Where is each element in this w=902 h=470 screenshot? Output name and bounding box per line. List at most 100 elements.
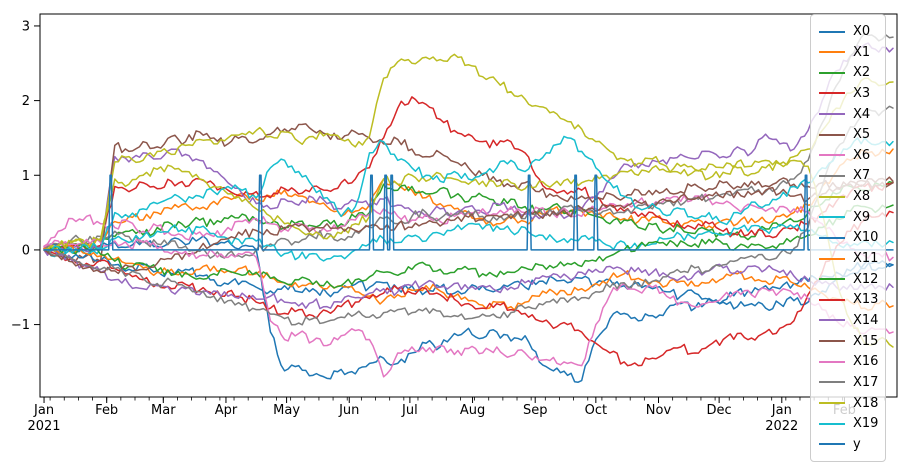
legend-item: X10 (819, 228, 879, 247)
legend-item: X14 (819, 311, 879, 330)
legend-item: X15 (819, 332, 879, 351)
x-tick-label: Jan (771, 403, 792, 418)
y-tick-label: 2 (22, 94, 30, 109)
y-tick-label: −1 (11, 318, 30, 333)
legend-label: X19 (853, 416, 879, 432)
x-tick-label: Nov (646, 403, 672, 418)
series-line-X18 (43, 53, 894, 348)
x-tick-label: Sep (523, 403, 548, 418)
legend-item: X1 (819, 43, 877, 62)
legend-item: X6 (819, 146, 877, 165)
legend-item: X2 (819, 63, 877, 82)
series-line-X5 (43, 123, 894, 264)
legend-line-sample (819, 443, 845, 446)
y-tick-label: 1 (22, 169, 30, 184)
x-tick-label: Aug (460, 403, 485, 418)
legend-label: y (853, 436, 861, 452)
y-tick-label: 0 (22, 243, 30, 258)
series-line-X3 (43, 96, 894, 254)
legend-label: X13 (853, 292, 879, 308)
series-line-X15 (43, 179, 894, 275)
legend-line-sample (819, 133, 845, 136)
legend-line-sample (819, 216, 845, 219)
legend-item: X17 (819, 373, 879, 392)
legend-label: X10 (853, 230, 879, 246)
legend-label: X18 (853, 395, 879, 411)
legend-line-sample (819, 71, 845, 74)
legend-line-sample (819, 298, 845, 301)
legend-label: X15 (853, 333, 879, 349)
series-line-X16 (43, 238, 894, 378)
x-tick-year-label: 2021 (27, 419, 60, 434)
legend-item: X11 (819, 249, 879, 268)
series-line-X8 (43, 77, 894, 252)
x-tick-label: Apr (215, 403, 238, 418)
legend-label: X3 (853, 85, 871, 101)
x-tick-label: Mar (151, 403, 176, 418)
legend-label: X5 (853, 127, 871, 143)
legend-label: X11 (853, 251, 879, 267)
series-line-X12 (43, 204, 894, 289)
axes-spines (39, 13, 898, 398)
x-tick-label: Dec (707, 403, 732, 418)
series-line-X17 (43, 105, 894, 326)
legend-label: X2 (853, 65, 871, 81)
legend-item: X18 (819, 394, 879, 413)
legend-line-sample (819, 113, 845, 116)
legend-line-sample (819, 360, 845, 363)
legend-item: X7 (819, 166, 877, 185)
legend: X0 X1 X2 X3 X4 X5 X6 X7 X8 X9 X10 X11 X12 X13 X14 X15 X1… (810, 14, 886, 462)
legend-line-sample (819, 340, 845, 343)
legend-item: X0 (819, 22, 877, 41)
series-line-X6 (43, 193, 894, 262)
series-line-X4 (43, 42, 894, 256)
x-tick-label: Feb (95, 403, 118, 418)
legend-line-sample (819, 154, 845, 157)
legend-item: X19 (819, 414, 879, 433)
x-tick-label: May (273, 403, 300, 418)
series-line-y (43, 174, 894, 251)
legend-label: X8 (853, 189, 871, 205)
legend-line-sample (819, 402, 845, 405)
legend-item: X12 (819, 270, 879, 289)
legend-line-sample (819, 195, 845, 198)
legend-item: X8 (819, 187, 877, 206)
x-tick-year-label: 2022 (765, 419, 798, 434)
legend-item: X4 (819, 105, 877, 124)
series-line-X13 (43, 210, 894, 367)
legend-item: X5 (819, 125, 877, 144)
legend-item: X16 (819, 352, 879, 371)
legend-line-sample (819, 236, 845, 239)
series-line-X0 (43, 235, 894, 383)
x-tick-label: Oct (585, 403, 607, 418)
legend-item: X13 (819, 290, 879, 309)
y-tick-label: 3 (22, 19, 30, 34)
legend-label: X9 (853, 209, 871, 225)
x-tick-label: Jan (33, 403, 54, 418)
legend-item: y (819, 435, 877, 454)
series-line-X14 (43, 249, 894, 310)
legend-line-sample (819, 422, 845, 425)
series-line-X7 (43, 32, 894, 259)
legend-line-sample (819, 51, 845, 54)
series-line-X9 (43, 222, 894, 262)
series-line-X19 (43, 135, 894, 254)
legend-line-sample (819, 257, 845, 260)
legend-label: X1 (853, 44, 871, 60)
legend-label: X14 (853, 312, 879, 328)
legend-line-sample (819, 92, 845, 95)
legend-line-sample (819, 278, 845, 281)
legend-label: X16 (853, 354, 879, 370)
legend-label: X17 (853, 374, 879, 390)
legend-label: X12 (853, 271, 879, 287)
x-tick-label: Jun (338, 403, 359, 418)
series-line-X2 (43, 180, 894, 252)
legend-label: X7 (853, 168, 871, 184)
legend-line-sample (819, 381, 845, 384)
legend-label: X0 (853, 24, 871, 39)
legend-line-sample (819, 30, 845, 33)
legend-item: X9 (819, 208, 877, 227)
series-line-X11 (43, 243, 894, 311)
